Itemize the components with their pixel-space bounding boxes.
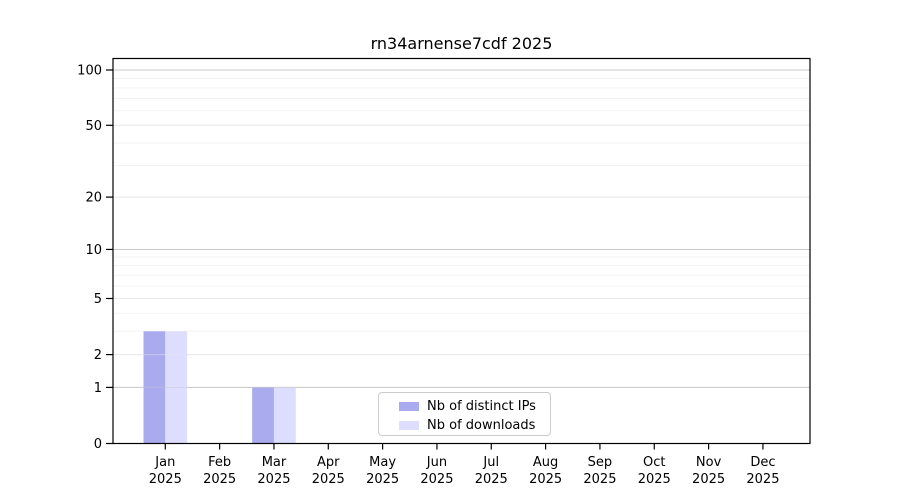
x-tick-label-year-apr: 2025 (312, 472, 345, 487)
legend-label-distinct-ips: Nb of distinct IPs (427, 399, 536, 415)
x-tick-label-apr: Apr (317, 455, 340, 470)
x-tick-label-year-aug: 2025 (529, 472, 562, 487)
bar-nb-of-downloads-jan (165, 331, 188, 444)
bar-nb-of-distinct-ips-jan (143, 331, 166, 444)
x-tick-label-year-jul: 2025 (475, 472, 508, 487)
x-tick-label-feb: Feb (208, 455, 231, 470)
y-tick-label-1: 1 (94, 381, 102, 396)
x-tick-label-jan: Jan (154, 455, 175, 470)
x-tick-label-mar: Mar (262, 455, 287, 470)
x-tick-label-year-nov: 2025 (692, 472, 725, 487)
x-tick-label-nov: Nov (696, 455, 722, 470)
x-tick-label-may: May (369, 455, 396, 470)
axes-spines (112, 57, 811, 445)
x-tick-label-jul: Jul (482, 455, 499, 470)
legend-item-downloads: Nb of downloads (399, 417, 550, 434)
x-tick-label-sep: Sep (588, 455, 613, 470)
x-tick-label-year-may: 2025 (366, 472, 399, 487)
legend-swatch-distinct-ips-icon (399, 402, 419, 412)
y-tick-label-10: 10 (85, 243, 102, 258)
bar-nb-of-downloads-mar (273, 387, 296, 444)
legend-item-distinct-ips: Nb of distinct IPs (399, 398, 550, 415)
x-tick-label-jun: Jun (426, 455, 447, 470)
x-tick-label-year-jan: 2025 (149, 472, 182, 487)
x-tick-label-aug: Aug (533, 455, 558, 470)
x-tick-label-year-oct: 2025 (638, 472, 671, 487)
y-tick-label-5: 5 (94, 292, 102, 307)
legend-label-downloads: Nb of downloads (427, 417, 536, 433)
y-tick-label-0: 0 (94, 437, 102, 452)
legend-swatch-downloads-icon (399, 420, 419, 430)
legend: Nb of distinct IPs Nb of downloads (378, 392, 551, 436)
y-tick-label-2: 2 (94, 348, 102, 363)
y-tick-label-100: 100 (77, 64, 102, 79)
x-tick-label-year-dec: 2025 (746, 472, 779, 487)
x-tick-label-year-jun: 2025 (420, 472, 453, 487)
y-tick-label-50: 50 (85, 119, 102, 134)
x-tick-label-dec: Dec (750, 455, 775, 470)
y-tick-label-20: 20 (85, 191, 102, 206)
x-tick-label-year-feb: 2025 (203, 472, 236, 487)
bar-nb-of-distinct-ips-mar (252, 387, 274, 444)
chart-title: rn34arnense7cdf 2025 (370, 34, 553, 53)
x-tick-label-year-mar: 2025 (257, 472, 290, 487)
x-tick-label-year-sep: 2025 (583, 472, 616, 487)
x-tick-label-oct: Oct (643, 455, 665, 470)
